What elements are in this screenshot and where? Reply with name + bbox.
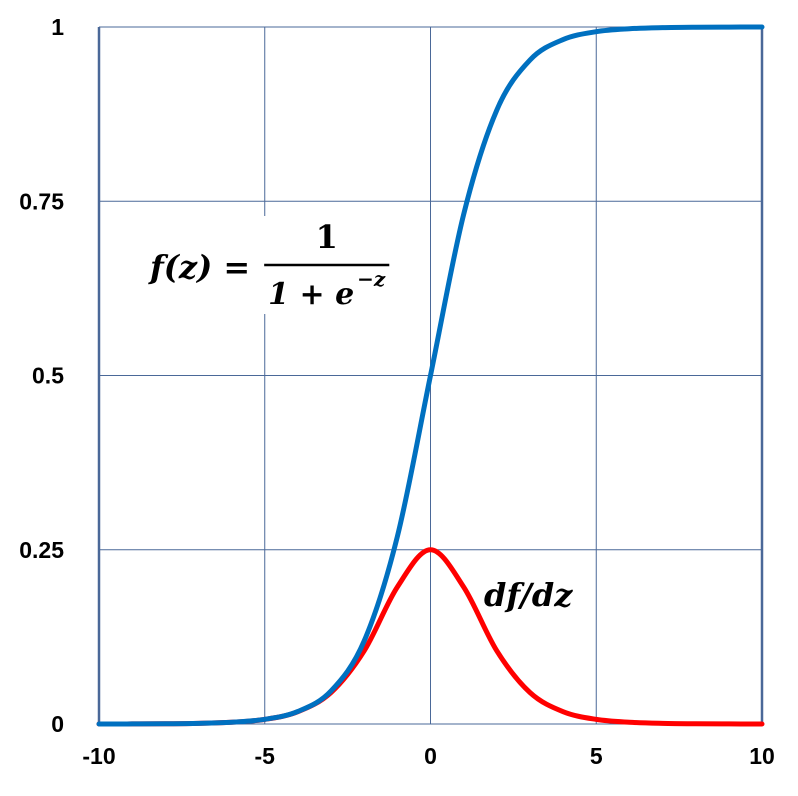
derivative-label: df/dz	[484, 576, 573, 614]
formula-numerator: 1	[316, 218, 338, 256]
x-tick-label: 5	[590, 743, 603, 769]
formula-denominator: 1 + e	[268, 277, 354, 312]
y-tick-label: 0	[51, 711, 64, 737]
sigmoid-line	[96, 24, 765, 727]
y-tick-label: 0.25	[19, 537, 64, 563]
y-tick-label: 0.75	[19, 188, 64, 214]
formula-exponent: −z	[357, 267, 386, 291]
series-lines	[96, 24, 765, 727]
y-tick-label: 1	[51, 14, 64, 40]
tick-labels: -10 -5 0 5 10 0 0.25 0.5 0.75 1	[19, 14, 775, 769]
x-tick-label: -5	[255, 743, 276, 769]
y-tick-label: 0.5	[32, 363, 64, 389]
formula-lhs: f(z) =	[148, 248, 250, 286]
x-tick-label: -10	[82, 743, 115, 769]
x-tick-label: 10	[749, 743, 775, 769]
x-tick-label: 0	[424, 743, 437, 769]
sigmoid-formula: f(z) = 1 1 + e −z	[144, 216, 396, 314]
